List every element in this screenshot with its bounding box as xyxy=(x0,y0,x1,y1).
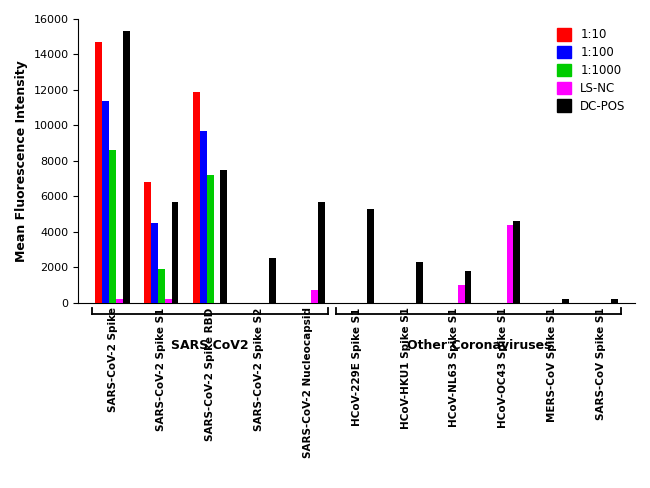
Bar xyxy=(318,202,325,303)
Bar xyxy=(102,101,109,303)
Bar xyxy=(416,262,422,303)
Bar xyxy=(144,182,151,303)
Y-axis label: Mean Fluorescence Intensity: Mean Fluorescence Intensity xyxy=(15,60,28,262)
Text: SARS CoV2: SARS CoV2 xyxy=(172,340,249,352)
Bar xyxy=(220,170,228,303)
Bar xyxy=(514,221,520,303)
Legend: 1:10, 1:100, 1:1000, LS-NC, DC-POS: 1:10, 1:100, 1:1000, LS-NC, DC-POS xyxy=(553,25,629,116)
Bar xyxy=(165,299,172,303)
Bar xyxy=(109,150,116,303)
Bar xyxy=(200,131,207,303)
Bar xyxy=(96,42,102,303)
Bar xyxy=(158,269,165,303)
Bar xyxy=(367,209,374,303)
Bar xyxy=(458,285,465,303)
Bar xyxy=(123,31,129,303)
Bar xyxy=(207,175,214,303)
Bar xyxy=(562,299,569,303)
Bar xyxy=(193,92,200,303)
Text: Other Coronaviruses: Other Coronaviruses xyxy=(406,340,551,352)
Bar xyxy=(506,224,514,303)
Bar xyxy=(611,299,618,303)
Bar xyxy=(311,290,318,303)
Bar xyxy=(465,271,471,303)
Bar xyxy=(269,258,276,303)
Bar xyxy=(116,299,123,303)
Bar xyxy=(172,202,179,303)
Bar xyxy=(151,223,158,303)
